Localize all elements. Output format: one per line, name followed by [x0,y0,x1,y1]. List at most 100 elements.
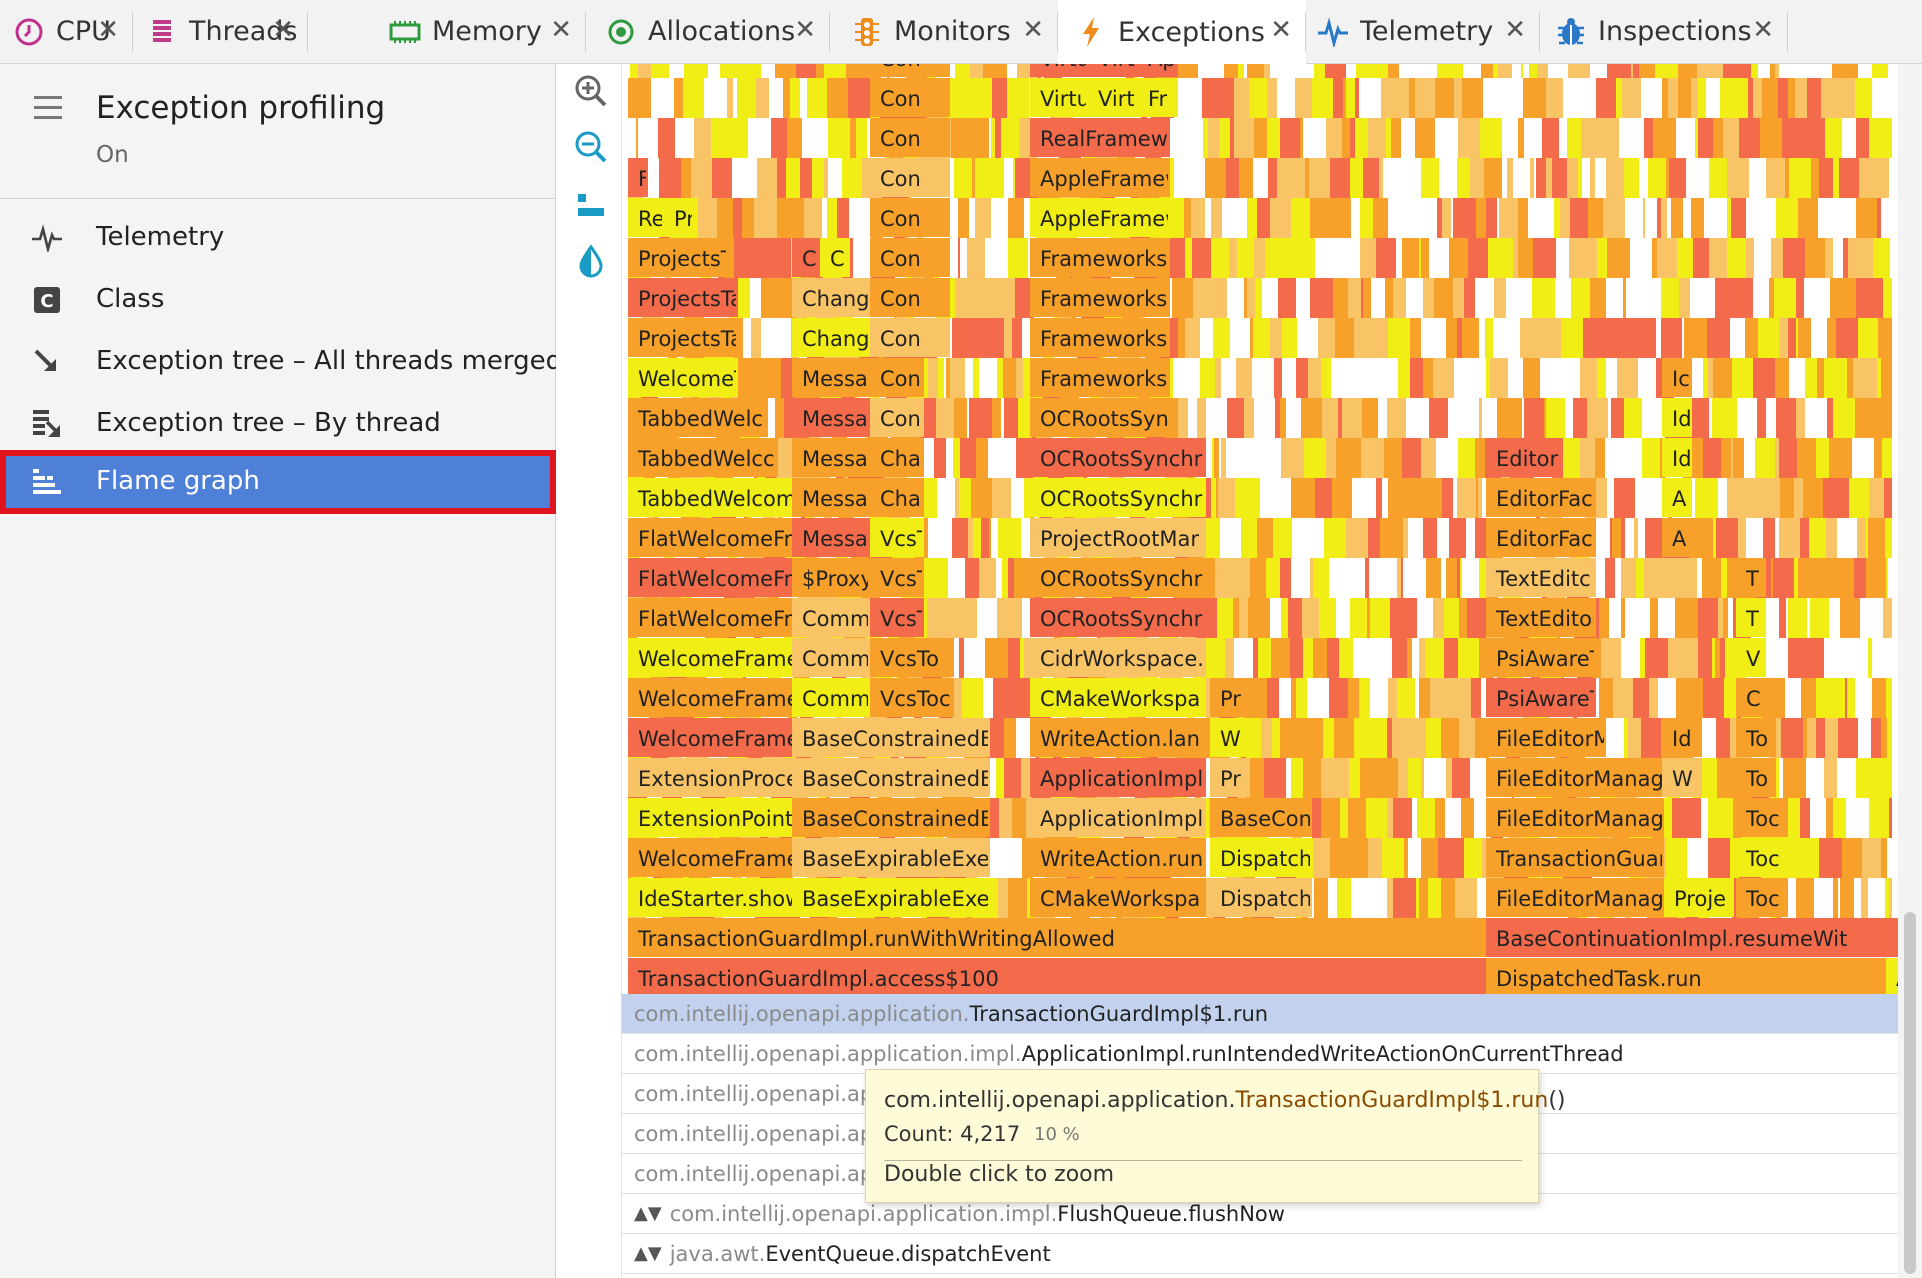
flame-frame[interactable]: ApplicationImpl [1030,798,1206,837]
tab-threads[interactable]: Threads ✕ [133,0,308,63]
close-icon[interactable]: ✕ [794,15,816,45]
stack-frame-row-collapsed[interactable]: ▲▼ com.intellij.openapi.application.impl… [622,1194,1898,1234]
flame-frame[interactable]: BaseContinuationImpl.resumeWit [1486,918,1898,957]
flame-frame[interactable]: Con [870,158,950,197]
flame-frame[interactable]: V [1736,638,1766,677]
flame-frame[interactable]: FileEditorManag [1486,798,1664,837]
flame-frame[interactable]: Toc [1736,798,1788,837]
flame-frame[interactable]: Con [870,64,950,77]
flame-frame[interactable]: OCRootsSynchr [1030,438,1206,477]
flame-frame[interactable]: Virtu [1030,64,1090,77]
tab-memory[interactable]: Memory ✕ [308,0,586,63]
flame-frame[interactable]: OCRootsSynchr [1030,598,1206,637]
flame-frame[interactable]: ProjectsTa [628,278,743,317]
nav-item-flame-graph[interactable]: Flame graph [0,450,556,514]
flame-frame[interactable]: EditorFac [1486,478,1596,517]
flame-frame[interactable]: BaseConstrainedE [792,718,993,757]
flame-frame[interactable]: TabbedWelc [628,398,768,437]
stack-frame-row[interactable]: com.intellij.openapi.application. Transac… [622,994,1898,1034]
flame-frame[interactable]: VcsTo [870,638,954,677]
flame-frame[interactable]: OCRootsSynchr [1030,478,1206,517]
flame-frame[interactable]: OCRootsSynchr [1030,558,1206,597]
stack-frame-row-collapsed[interactable]: ▲▼ java.awt. EventQueue.dispatchEvent [622,1234,1898,1274]
color-drop-icon[interactable] [574,244,608,278]
nav-item-class[interactable]: C Class [0,270,556,330]
flame-frame[interactable]: $Proxy [792,558,873,597]
flame-frame[interactable]: Messag [792,518,881,557]
flame-frame[interactable]: A [1662,518,1692,557]
flame-frame[interactable]: To [1736,758,1776,797]
flame-frame[interactable]: BaseExpirableExe [792,838,990,877]
flame-frame[interactable]: AppleFramewc [1030,158,1194,197]
flame-frame[interactable]: CMakeWorkspa [1030,678,1206,717]
flame-frame[interactable]: VcsToc [870,678,954,717]
nav-item-exception-tree-by-thread[interactable]: Exception tree – By thread [0,394,556,454]
flame-frame[interactable]: Commit [792,598,885,637]
flame-frame[interactable]: CMakeWorkspa [1030,878,1206,917]
flame-frame[interactable]: Virt [1088,78,1138,117]
flame-frame[interactable]: A [1662,478,1692,517]
flame-frame[interactable]: FileEditorManag [1486,758,1664,797]
flame-frame[interactable]: BaseConl [1210,798,1318,837]
hamburger-menu-icon[interactable] [34,96,62,119]
close-icon[interactable]: ✕ [1504,15,1526,45]
flame-frame[interactable]: WriteAction.run [1030,838,1206,877]
flame-frame[interactable]: Commit [792,638,885,677]
flame-frame[interactable]: Pr [1210,678,1250,717]
flame-frame[interactable]: TabbedWelcc [628,438,778,477]
collapse-arrows-icon[interactable]: ▲▼ [634,1203,662,1224]
flame-frame[interactable]: Virt [1088,64,1138,77]
tab-inspections[interactable]: Inspections ✕ [1540,0,1788,63]
nav-item-exception-tree-merged[interactable]: Exception tree – All threads merged [0,332,562,392]
flame-frame[interactable]: WelcomeT. [628,358,751,397]
flame-frame[interactable]: Toc [1736,878,1788,917]
flame-frame[interactable]: FrameworksRo [1030,318,1194,357]
flame-frame[interactable]: TextEditorI [1486,598,1607,637]
flame-frame[interactable]: VcsTc [870,598,938,637]
flame-frame[interactable]: ApplicationImpl [1030,758,1206,797]
flame-frame[interactable]: Pr [664,198,695,237]
flame-frame[interactable]: TextEditc [1486,558,1596,597]
flame-frame[interactable]: Con [870,278,950,317]
flame-frame[interactable]: Con [870,198,950,237]
stack-frame-row[interactable]: com.intellij.openapi.application.impl. Ap… [622,1034,1898,1074]
flame-frame[interactable]: Con [870,398,924,437]
close-icon[interactable]: ✕ [97,15,119,45]
tab-telemetry[interactable]: Telemetry ✕ [1306,0,1540,63]
flame-frame[interactable]: W [1210,718,1250,757]
flame-frame[interactable]: FrameworksSe [1030,238,1193,277]
vertical-scrollbar[interactable] [1898,64,1922,1278]
flame-frame[interactable]: Change [792,318,882,357]
flame-frame[interactable]: C [792,238,820,277]
collapse-arrows-icon[interactable]: ▲▼ [634,1243,662,1264]
tab-cpu[interactable]: CPU ✕ [0,0,133,63]
flame-frame[interactable]: Con [870,78,950,117]
close-icon[interactable]: ✕ [272,15,294,45]
flame-frame[interactable]: Messag [792,398,881,437]
flame-graph[interactable]: Con Virtu Virt Ap Con Virtu Virt Fr Con RealFrame… [622,64,1898,994]
flame-frame[interactable]: VcsTc [870,558,938,597]
flame-frame[interactable]: FileEditorManag [1486,878,1664,917]
flame-frame[interactable]: Messag [792,358,881,397]
flame-frame[interactable]: Proje [1664,878,1734,917]
flame-frame[interactable]: C [1736,678,1766,717]
flame-frame[interactable]: TransactionGuardImpl.access$100 [628,958,1486,994]
flame-frame[interactable]: Change [792,278,882,317]
flame-frame[interactable]: Messag [792,438,881,477]
flame-frame[interactable]: OCRootsSynch [1030,398,1194,437]
flame-frame[interactable]: FrameworksRo [1030,358,1194,397]
flame-frame[interactable]: BaseConstrainedE [792,798,993,837]
flame-frame[interactable]: Dispatch [1210,878,1312,917]
flame-frame[interactable]: To [1736,718,1776,757]
flame-frame[interactable]: CidrWorkspace. [1030,638,1206,677]
flame-frame[interactable]: FrameworksSe [1030,278,1193,317]
flame-frame[interactable]: PsiAwareTe [1486,638,1612,677]
flame-frame[interactable]: DispatchedTask.run [1486,958,1886,994]
flame-frame[interactable]: Con [870,118,950,157]
flame-frame[interactable]: Id [1662,718,1702,757]
scrollbar-thumb[interactable] [1904,912,1916,1274]
flame-frame[interactable]: AppleFramewc [1030,198,1194,237]
flame-frame[interactable]: RealFrameworl [1030,118,1195,157]
flame-frame[interactable]: Dispatch [1210,838,1312,877]
flame-frame[interactable]: Con [870,318,950,357]
